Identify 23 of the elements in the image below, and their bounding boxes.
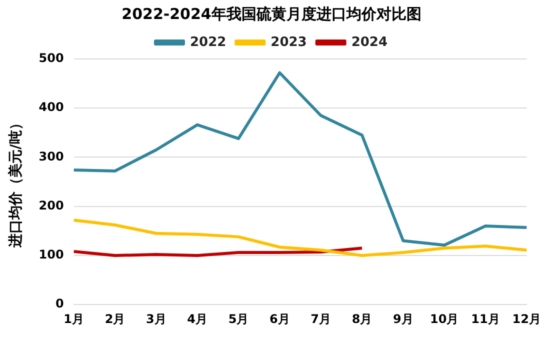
y-tick-label: 100 [38,248,64,262]
x-tick-label: 3月 [146,312,166,326]
y-tick-label: 500 [38,51,64,66]
x-tick-label: 8月 [352,312,372,326]
x-tick-label: 1月 [64,312,84,326]
legend-label: 2023 [270,34,307,50]
x-tick-label: 7月 [310,312,332,326]
y-axis-title: 进口均价（美元/吨） [7,116,24,248]
x-tick-label: 10月 [430,312,459,326]
x-tick-label: 9月 [392,312,414,326]
y-tick-label: 400 [38,100,64,114]
y-tick-label: 200 [38,198,64,212]
chart-title: 2022-2024年我国硫黄月度进口均价对比图 [122,4,422,23]
x-tick-label: 2月 [104,312,126,326]
x-tick-label: 11月 [471,312,500,326]
x-tick-label: 5月 [228,312,249,326]
x-tick-label: 12月 [512,312,541,326]
legend-label: 2022 [190,34,226,50]
y-tick-label: 300 [38,149,64,164]
legend-label: 2024 [351,34,388,50]
x-tick-label: 6月 [269,312,290,326]
y-tick-label: 0 [55,296,64,311]
x-tick-label: 4月 [187,312,208,326]
